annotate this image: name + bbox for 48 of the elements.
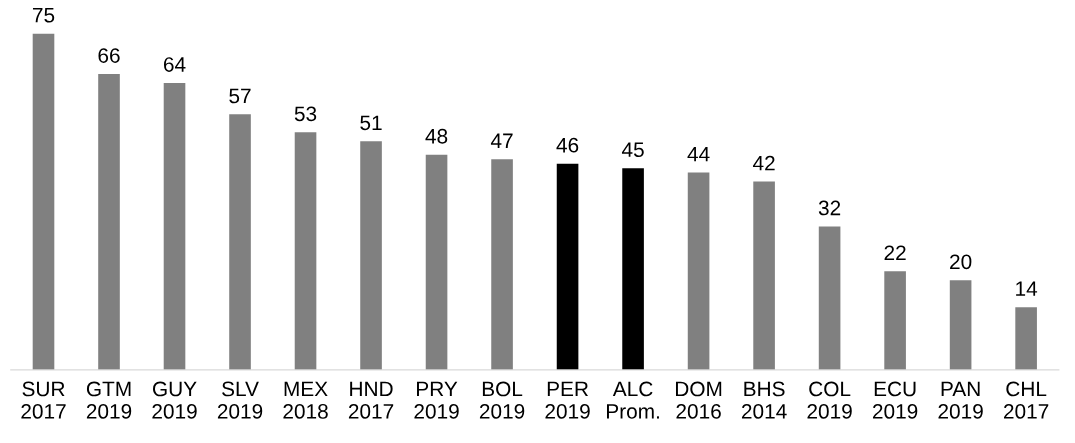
- bar: [622, 168, 644, 370]
- data-label: 75: [32, 8, 55, 23]
- data-label: 51: [360, 115, 382, 131]
- bar: [818, 226, 841, 370]
- bar: [294, 132, 317, 370]
- x-tick-label: SLV 2019: [217, 381, 263, 419]
- data-label: 48: [425, 128, 448, 144]
- x-tick-label: GUY 2019: [152, 381, 197, 419]
- bar: [949, 280, 972, 370]
- x-tick-label: SUR 2017: [21, 381, 66, 419]
- bar: [884, 271, 906, 370]
- bar: [98, 73, 120, 370]
- bar: [32, 33, 55, 370]
- data-label: 66: [98, 48, 120, 63]
- x-tick-label: COL 2019: [807, 381, 852, 419]
- data-label: 42: [752, 155, 775, 171]
- data-label: 47: [490, 133, 513, 148]
- data-label: 46: [556, 137, 579, 153]
- data-label: 20: [950, 254, 972, 270]
- x-tick-label: BHS 2014: [741, 381, 787, 419]
- x-tick-label: PRY 2019: [414, 381, 459, 419]
- x-tick-label: ALC Prom.: [607, 381, 659, 419]
- data-label: 32: [818, 200, 841, 216]
- bar: [556, 163, 579, 370]
- data-label: 53: [294, 106, 317, 122]
- data-label: 44: [687, 147, 710, 162]
- x-tick-label: BOL 2019: [479, 381, 525, 419]
- data-label: 45: [621, 142, 644, 158]
- x-tick-label: PAN 2019: [938, 381, 983, 419]
- x-tick-label: GTM 2019: [86, 381, 132, 419]
- bar: [491, 159, 513, 370]
- data-label: 64: [163, 57, 186, 72]
- data-label: 22: [884, 245, 906, 260]
- x-tick-label: CHL 2017: [1004, 381, 1049, 419]
- bar: [687, 172, 710, 370]
- bar: [425, 154, 448, 370]
- bar: [753, 181, 775, 370]
- bar: [360, 141, 382, 370]
- data-label: 57: [229, 88, 251, 104]
- x-tick-label: DOM 2016: [675, 381, 722, 419]
- x-tick-label: ECU 2019: [872, 381, 918, 419]
- x-tick-label: HND 2017: [348, 381, 394, 419]
- bar: [229, 114, 251, 370]
- bar: [163, 82, 186, 370]
- x-tick-label: MEX 2018: [283, 381, 328, 419]
- x-tick-label: PER 2019: [545, 381, 590, 419]
- bar: [1015, 307, 1037, 370]
- data-label: 14: [1016, 281, 1038, 296]
